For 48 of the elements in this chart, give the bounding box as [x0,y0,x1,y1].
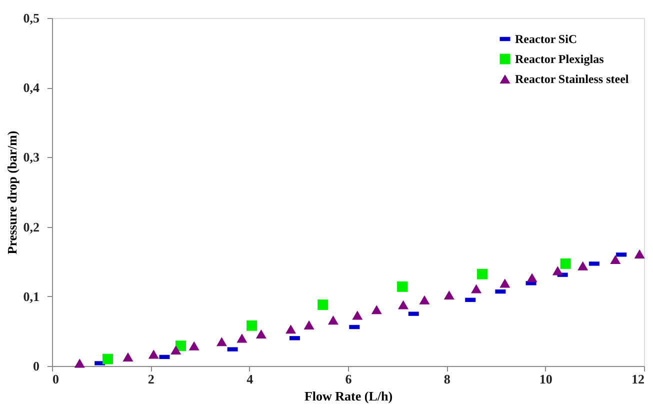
point [236,334,248,343]
point [397,281,408,292]
x-tick-label: 10 [539,372,552,386]
x-axis-title: Flow Rate (L/h) [304,388,393,404]
point [170,345,182,355]
y-tick-label: 0,1 [23,288,40,304]
x-tick-label: 12 [632,372,644,386]
point [74,358,85,368]
point [352,310,363,320]
legend-label: Reactor Plexiglas [515,52,604,66]
point [188,341,200,350]
point [552,266,563,276]
point [216,337,227,346]
point [148,350,159,359]
point [318,300,328,310]
x-tick-label: 6 [345,372,352,386]
legend-label: Reactor SiC [515,32,578,46]
y-axis-title: Pressure drop (bar/m) [4,130,20,254]
point [471,284,482,294]
y-tick-label: 0,4 [23,80,40,96]
point [476,268,488,280]
y-tick-label: 0,2 [23,219,40,234]
point [560,258,571,269]
y-tick-label: 0 [33,358,40,374]
point [286,324,296,334]
point [328,316,338,325]
point [500,278,510,288]
point [398,300,408,310]
x-tick-label: 4 [246,372,254,386]
y-tick-label: 0,3 [23,150,40,165]
legend-label: Reactor Stainless steel [515,72,630,86]
point [610,254,621,264]
point [176,340,186,352]
x-tick-label: 0 [52,372,59,386]
point [371,305,382,314]
point [578,261,588,270]
point [102,354,113,364]
point [304,320,314,330]
point [419,295,430,304]
point [634,249,645,258]
x-tick-label: 2 [148,372,154,386]
point [246,320,258,331]
point [444,290,454,300]
point [122,352,134,362]
x-tick-label: 8 [444,372,451,386]
y-tick-label: 0,5 [23,10,40,26]
point [256,329,266,339]
point [526,273,538,282]
